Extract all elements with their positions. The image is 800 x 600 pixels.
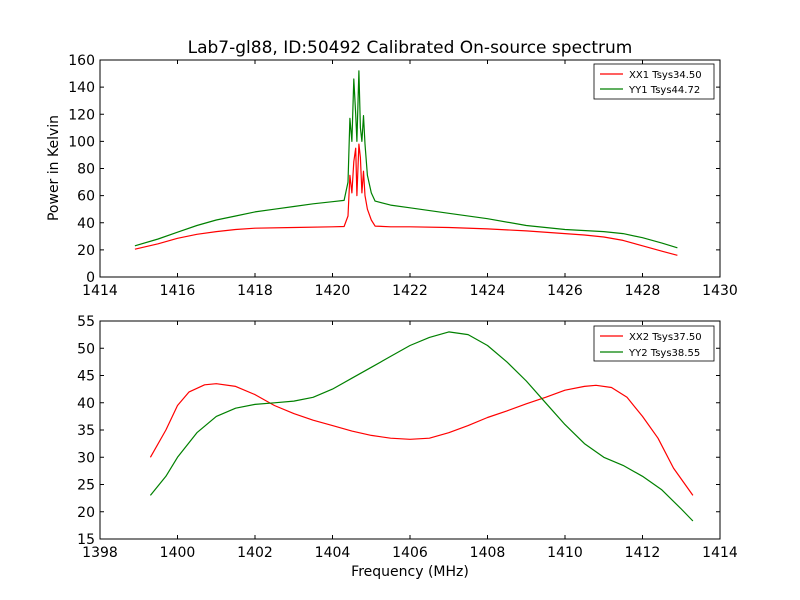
y-tick-label: 40 (77, 396, 95, 412)
y-tick-label: 80 (77, 162, 95, 178)
series-line-yy2 (149, 331, 694, 522)
x-tick-label: 1400 (160, 545, 196, 561)
x-tick-label: 1410 (547, 545, 583, 561)
x-tick-label: 1402 (237, 545, 273, 561)
x-tick-label: 1430 (702, 283, 738, 299)
plot-lines-top (134, 70, 678, 256)
legend-top: XX1 Tsys34.50 YY1 Tsys44.72 (593, 63, 715, 100)
y-tick-label: 50 (77, 341, 95, 357)
y-tick-label: 100 (68, 134, 95, 150)
plot-lines-bottom (149, 331, 694, 522)
x-tick-label: 1420 (315, 283, 351, 299)
x-axis-ticks-bottom: 1398 1400 1402 1404 1406 1408 1410 1412 1414 (82, 321, 738, 561)
x-tick-label: 1422 (392, 283, 428, 299)
y-tick-label: 120 (68, 107, 95, 123)
y-axis-label: Power in Kelvin (46, 115, 62, 221)
legend-bottom: XX2 Tsys37.50 YY2 Tsys38.55 (593, 325, 715, 362)
chart-title: Lab7-gl88, ID:50492 Calibrated On-source… (188, 38, 633, 58)
x-tick-label: 1408 (470, 545, 506, 561)
y-tick-label: 20 (77, 505, 95, 521)
y-tick-label: 0 (86, 270, 95, 286)
y-tick-label: 25 (77, 478, 95, 494)
y-tick-label: 20 (77, 243, 95, 259)
bottom-panel: Frequency (MHz) 1398 1400 1402 1404 1406 1408… (77, 314, 738, 580)
y-tick-label: 160 (68, 53, 95, 69)
y-tick-label: 35 (77, 423, 95, 439)
x-tick-label: 1414 (82, 283, 118, 299)
x-tick-label: 1418 (237, 283, 273, 299)
y-tick-label: 30 (77, 450, 95, 466)
x-tick-label: 1414 (702, 545, 738, 561)
y-tick-label: 140 (68, 80, 95, 96)
legend-label-xx2: XX2 Tsys37.50 (629, 332, 702, 343)
legend-box-bottom (593, 325, 715, 362)
x-tick-label: 1416 (160, 283, 196, 299)
legend-box-top (593, 63, 715, 100)
series-line-yy1 (134, 70, 678, 249)
x-axis-ticks-top: 1414 1416 1418 1420 1422 1424 1426 1428 1430 (82, 60, 738, 299)
x-tick-label: 1424 (470, 283, 506, 299)
series-line-xx1 (134, 143, 678, 256)
y-tick-label: 55 (77, 314, 95, 330)
y-tick-label: 40 (77, 216, 95, 232)
series-line-xx2 (149, 383, 694, 496)
x-tick-label: 1404 (315, 545, 351, 561)
x-tick-label: 1412 (625, 545, 661, 561)
y-axis-ticks-top: 0 20 40 60 80 100 120 140 160 (68, 53, 720, 286)
y-tick-label: 45 (77, 369, 95, 385)
legend-label-yy2: YY2 Tsys38.55 (628, 348, 700, 359)
x-tick-label: 1406 (392, 545, 428, 561)
legend-label-yy1: YY1 Tsys44.72 (628, 85, 700, 96)
x-tick-label: 1426 (547, 283, 583, 299)
legend-label-xx1: XX1 Tsys34.50 (629, 70, 702, 81)
x-tick-label: 1428 (625, 283, 661, 299)
y-tick-label: 15 (77, 532, 95, 548)
x-axis-label: Frequency (MHz) (351, 564, 469, 580)
plot-frame-bottom (99, 320, 721, 540)
top-panel: Lab7-gl88, ID:50492 Calibrated On-source… (46, 38, 738, 299)
plot-frame-top (99, 59, 721, 278)
y-tick-label: 60 (77, 189, 95, 205)
x-tick-label: 1398 (82, 545, 118, 561)
